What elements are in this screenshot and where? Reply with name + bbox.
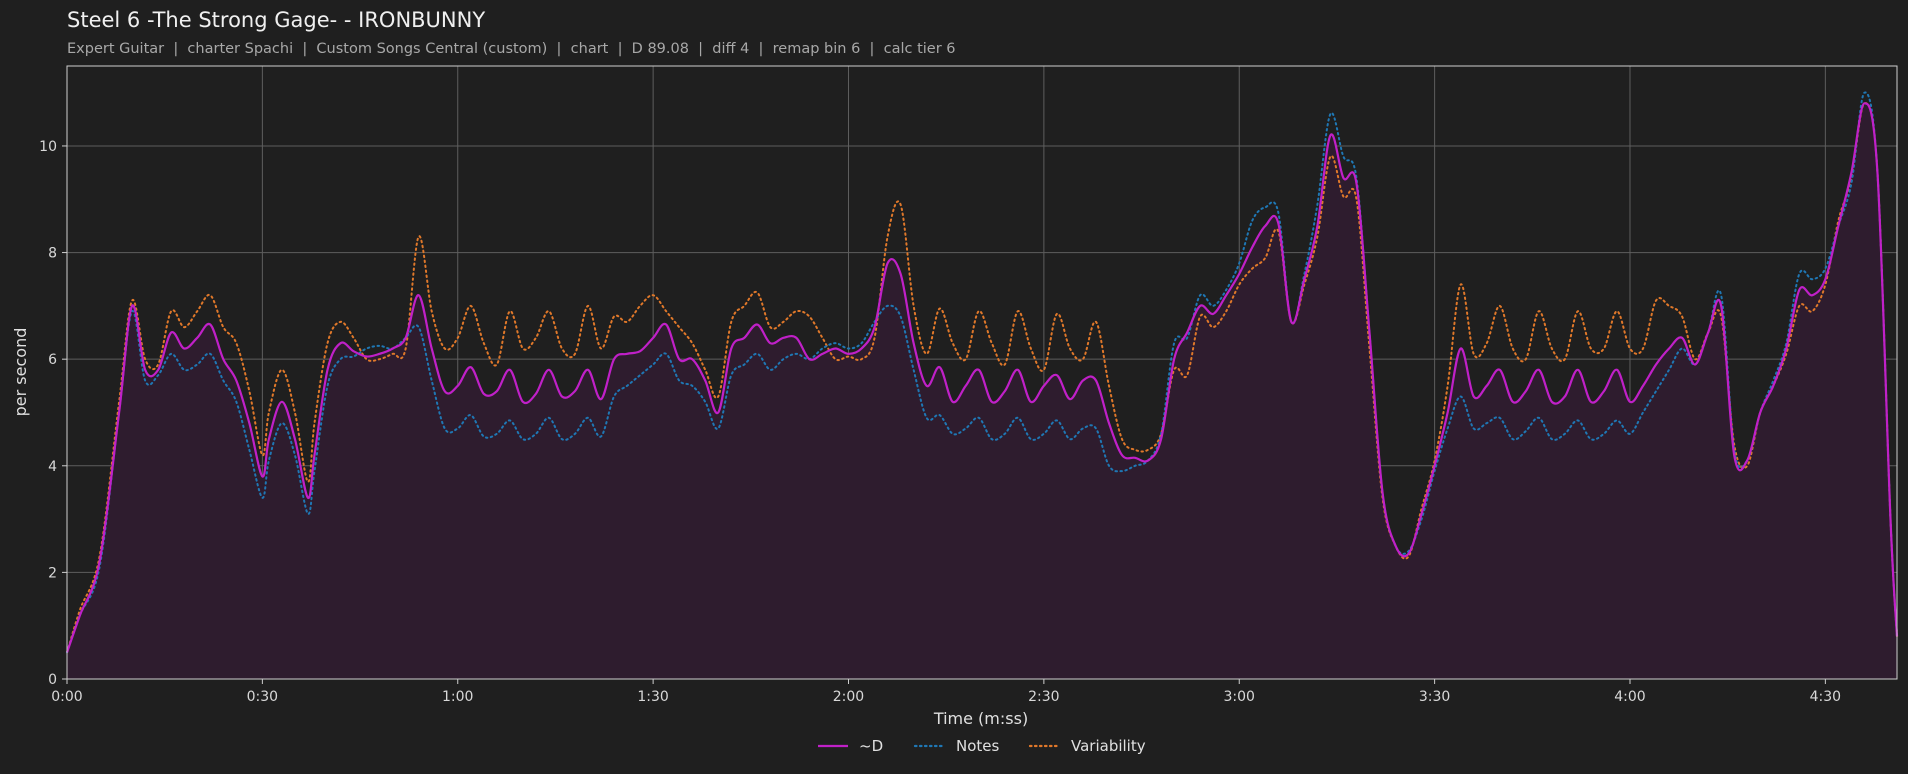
y-tick-label: 8 [48,246,57,262]
y-tick-label: 10 [39,139,57,155]
y-tick-label: 6 [48,352,57,368]
legend: ~D Notes Variability [818,737,1146,755]
x-axis-ticks: 0:00 0:30 1:00 1:30 2:00 2:30 3:00 3:30 4:00 4:30 [51,679,1841,705]
y-axis-ticks: 0 2 4 6 8 10 [39,139,67,688]
x-tick-label: 4:30 [1810,689,1841,705]
y-tick-label: 0 [48,672,57,688]
x-tick-label: 1:00 [442,689,473,705]
x-tick-label: 0:00 [51,689,82,705]
x-tick-label: 3:00 [1224,689,1255,705]
x-tick-label: 0:30 [247,689,278,705]
chart-subtitle: Expert Guitar | charter Spachi | Custom … [67,41,956,57]
plot-frame [66,65,1898,680]
series-line-variability [66,102,1898,654]
x-tick-label: 2:30 [1028,689,1059,705]
series-line-notes [66,91,1898,654]
d-area-fill [67,103,1897,679]
x-tick-label: 3:30 [1419,689,1450,705]
series-line-d [65,102,1899,653]
x-tick-label: 1:30 [637,689,668,705]
x-axis-label: Time (m:ss) [933,709,1028,728]
legend-label: ~D [859,737,883,755]
y-tick-label: 2 [48,565,57,581]
y-tick-label: 4 [48,459,57,475]
x-tick-label: 4:00 [1614,689,1645,705]
series-layer [65,91,1899,654]
y-axis-label: per second [11,328,30,417]
chart-title: Steel 6 -The Strong Gage- - IRONBUNNY [67,8,486,32]
area-fill-layer [67,103,1897,679]
x-tick-label: 2:00 [833,689,864,705]
legend-label: Variability [1071,737,1146,755]
legend-label: Notes [956,737,1000,755]
